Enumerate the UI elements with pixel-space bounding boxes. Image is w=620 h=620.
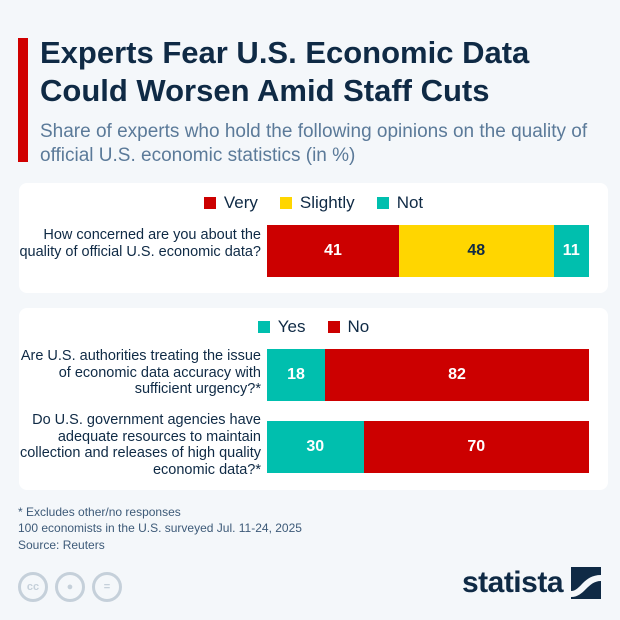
bar-segment-no: 70 [363, 421, 589, 473]
legend-label: Not [396, 193, 424, 212]
footnote-excludes: * Excludes other/no responses [18, 505, 181, 519]
stacked-bar: 30 70 [267, 421, 589, 473]
legend-item: Not [376, 193, 424, 213]
license-icons: cc ● = [18, 572, 122, 602]
cc-icon: cc [18, 572, 48, 602]
page-title: Experts Fear U.S. Economic Data Could Wo… [40, 35, 530, 108]
legend-label: No [347, 317, 370, 336]
legend-swatch [203, 197, 216, 209]
source: Source: Reuters [18, 538, 105, 552]
bar-segment-slightly: 48 [399, 225, 554, 277]
statista-mark-icon [571, 567, 601, 599]
legend-swatch [257, 321, 270, 333]
legend: Yes No [19, 317, 608, 337]
legend-swatch [279, 197, 292, 209]
question-label: How concerned are you about the quality … [19, 227, 261, 260]
question-label: Do U.S. government agencies have adequat… [19, 412, 261, 478]
question-label: Are U.S. authorities treating the issue … [20, 348, 261, 397]
chart-panel-concern: Very Slightly Not How concerned are you ab… [19, 183, 608, 293]
legend-swatch [376, 197, 389, 209]
stacked-bar: 18 82 [267, 349, 589, 401]
by-icon: ● [55, 572, 85, 602]
legend-item: Very [203, 193, 258, 213]
legend-item: Slightly [279, 193, 355, 213]
bar-segment-yes: 18 [267, 349, 325, 401]
legend-swatch [327, 321, 340, 333]
footnote-survey: 100 economists in the U.S. surveyed Jul.… [18, 521, 302, 535]
bar-segment-yes: 30 [267, 421, 364, 473]
subtitle: Share of experts who hold the following … [40, 121, 588, 166]
legend-item: Yes [257, 317, 306, 337]
bar-segment-very: 41 [267, 225, 400, 277]
title-accent-bar [18, 38, 28, 162]
bar-segment-not: 11 [553, 225, 589, 277]
bar-segment-no: 82 [324, 349, 589, 401]
nd-icon: = [92, 572, 122, 602]
chart-panel-yes-no: Yes No Are U.S. authorities treating the … [19, 308, 608, 490]
legend-label: Slightly [299, 193, 355, 212]
legend-label: Yes [277, 317, 306, 336]
brand-name: statista [461, 566, 564, 599]
legend-item: No [327, 317, 370, 337]
footnotes: * Excludes other/no responses 100 econom… [18, 504, 302, 536]
statista-logo: statista [462, 566, 601, 600]
legend-label: Very [223, 193, 258, 212]
legend: Very Slightly Not [19, 193, 608, 213]
stacked-bar: 41 48 11 [267, 225, 589, 277]
